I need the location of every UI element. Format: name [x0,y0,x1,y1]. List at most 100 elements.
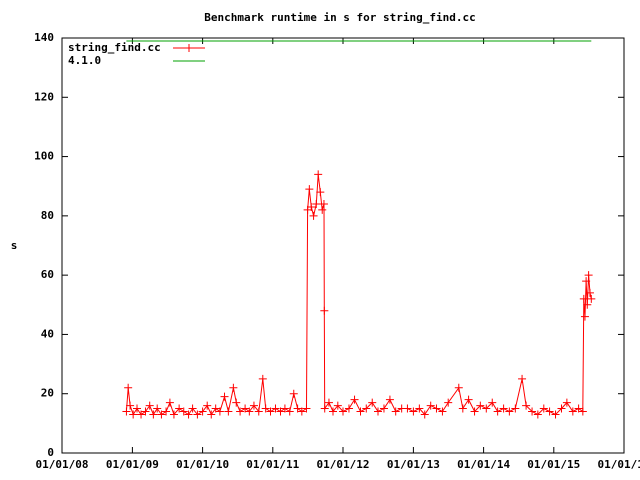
point-marker [236,407,245,416]
point-marker [545,407,554,416]
point-marker [528,407,537,416]
point-marker [339,407,347,416]
point-marker [403,404,412,413]
point-marker [215,407,224,416]
point-marker [241,404,250,413]
point-marker [580,312,589,321]
point-marker [374,407,383,416]
point-marker [587,294,596,303]
point-marker [318,205,327,214]
point-marker [122,407,131,416]
point-marker [245,407,254,416]
point-marker [585,288,594,297]
y-tick-label: 80 [41,209,54,222]
point-marker [578,407,587,416]
point-marker [562,398,571,407]
point-marker [583,300,592,309]
point-marker [129,410,138,419]
point-marker [169,410,178,419]
point-marker [314,170,323,179]
point-marker [579,294,588,303]
point-marker [271,404,280,413]
x-tick-label: 01/01/11 [246,458,299,471]
x-tick-label: 01/01/16 [598,458,640,471]
point-marker [344,404,353,413]
point-marker [316,188,325,197]
point-marker [533,410,542,419]
point-marker [582,277,591,286]
point-marker [320,404,329,413]
point-marker [137,410,146,419]
point-marker [149,410,158,419]
point-marker [175,404,184,413]
point-marker [211,404,220,413]
point-marker [444,398,453,407]
y-tick-label: 100 [34,150,54,163]
point-marker [319,200,328,208]
chart-title: Benchmark runtime in s for string_find.c… [204,11,476,24]
point-marker [328,407,337,416]
point-marker [464,395,473,404]
y-tick-label: 120 [34,90,54,103]
point-marker [162,407,171,416]
point-marker [551,410,560,419]
point-marker [320,306,329,315]
point-marker [505,407,514,416]
x-tick-label: 01/01/10 [176,458,229,471]
point-marker [426,401,435,410]
point-marker [302,404,311,413]
point-marker [420,410,429,419]
point-marker [409,407,418,416]
point-marker [207,410,216,419]
point-marker [470,407,479,416]
point-marker [126,401,135,410]
point-marker [309,211,318,220]
point-marker [307,202,316,211]
point-marker [493,407,502,416]
point-marker [522,401,531,410]
y-axis-label: s [11,239,18,252]
point-marker [432,404,441,413]
point-marker [179,407,188,416]
point-marker [584,271,593,280]
y-tick-label: 40 [41,327,54,340]
point-marker [539,404,548,413]
x-tick-label: 01/01/09 [106,458,159,471]
x-tick-label: 01/01/14 [457,458,510,471]
point-marker [305,185,314,194]
point-marker [224,407,233,416]
point-marker [385,395,394,404]
point-marker [415,404,424,413]
point-marker [293,404,302,413]
point-marker [165,398,174,407]
point-marker [249,401,258,410]
point-marker [124,383,133,392]
point-marker [379,404,388,413]
point-marker [297,407,306,416]
point-marker [454,383,463,392]
point-marker [157,410,166,419]
y-tick-label: 0 [47,446,54,459]
point-marker [368,398,377,407]
point-marker [280,404,289,413]
point-marker [232,398,241,407]
point-marker [568,407,577,416]
point-marker [261,404,270,413]
point-marker [229,383,238,392]
point-marker [188,404,197,413]
y-tick-label: 60 [41,268,54,281]
point-marker [203,401,212,410]
point-marker [141,407,150,416]
point-marker [458,404,467,413]
legend-marker [185,44,193,52]
point-marker [193,410,202,419]
point-marker [133,404,142,413]
point-marker [356,407,365,416]
y-tick-label: 140 [34,31,54,44]
point-marker [350,395,359,404]
point-marker [312,200,321,208]
point-marker [198,407,207,416]
point-marker [324,398,333,407]
legend-label: 4.1.0 [68,54,101,67]
